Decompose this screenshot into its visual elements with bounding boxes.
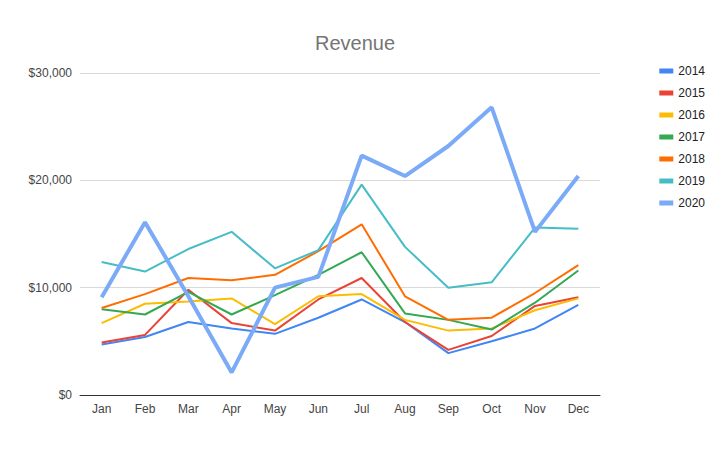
svg-text:Sep: Sep — [438, 402, 460, 416]
svg-text:2017: 2017 — [678, 130, 705, 144]
svg-text:2014: 2014 — [678, 64, 705, 78]
svg-text:Dec: Dec — [568, 402, 589, 416]
svg-text:$10,000: $10,000 — [29, 281, 73, 295]
svg-text:2018: 2018 — [678, 152, 705, 166]
svg-text:Oct: Oct — [482, 402, 501, 416]
svg-text:Feb: Feb — [135, 402, 156, 416]
svg-text:Aug: Aug — [394, 402, 415, 416]
svg-text:2015: 2015 — [678, 86, 705, 100]
svg-text:Jun: Jun — [309, 402, 328, 416]
svg-text:Apr: Apr — [222, 402, 241, 416]
svg-text:$0: $0 — [59, 388, 73, 402]
svg-text:Nov: Nov — [524, 402, 545, 416]
svg-text:$30,000: $30,000 — [29, 66, 73, 80]
svg-text:2019: 2019 — [678, 174, 705, 188]
svg-text:Jan: Jan — [92, 402, 111, 416]
svg-text:Revenue: Revenue — [315, 32, 395, 54]
svg-text:$20,000: $20,000 — [29, 173, 73, 187]
svg-text:Mar: Mar — [178, 402, 199, 416]
svg-text:2016: 2016 — [678, 108, 705, 122]
svg-text:Jul: Jul — [354, 402, 369, 416]
svg-text:2020: 2020 — [678, 196, 705, 210]
svg-text:May: May — [264, 402, 287, 416]
